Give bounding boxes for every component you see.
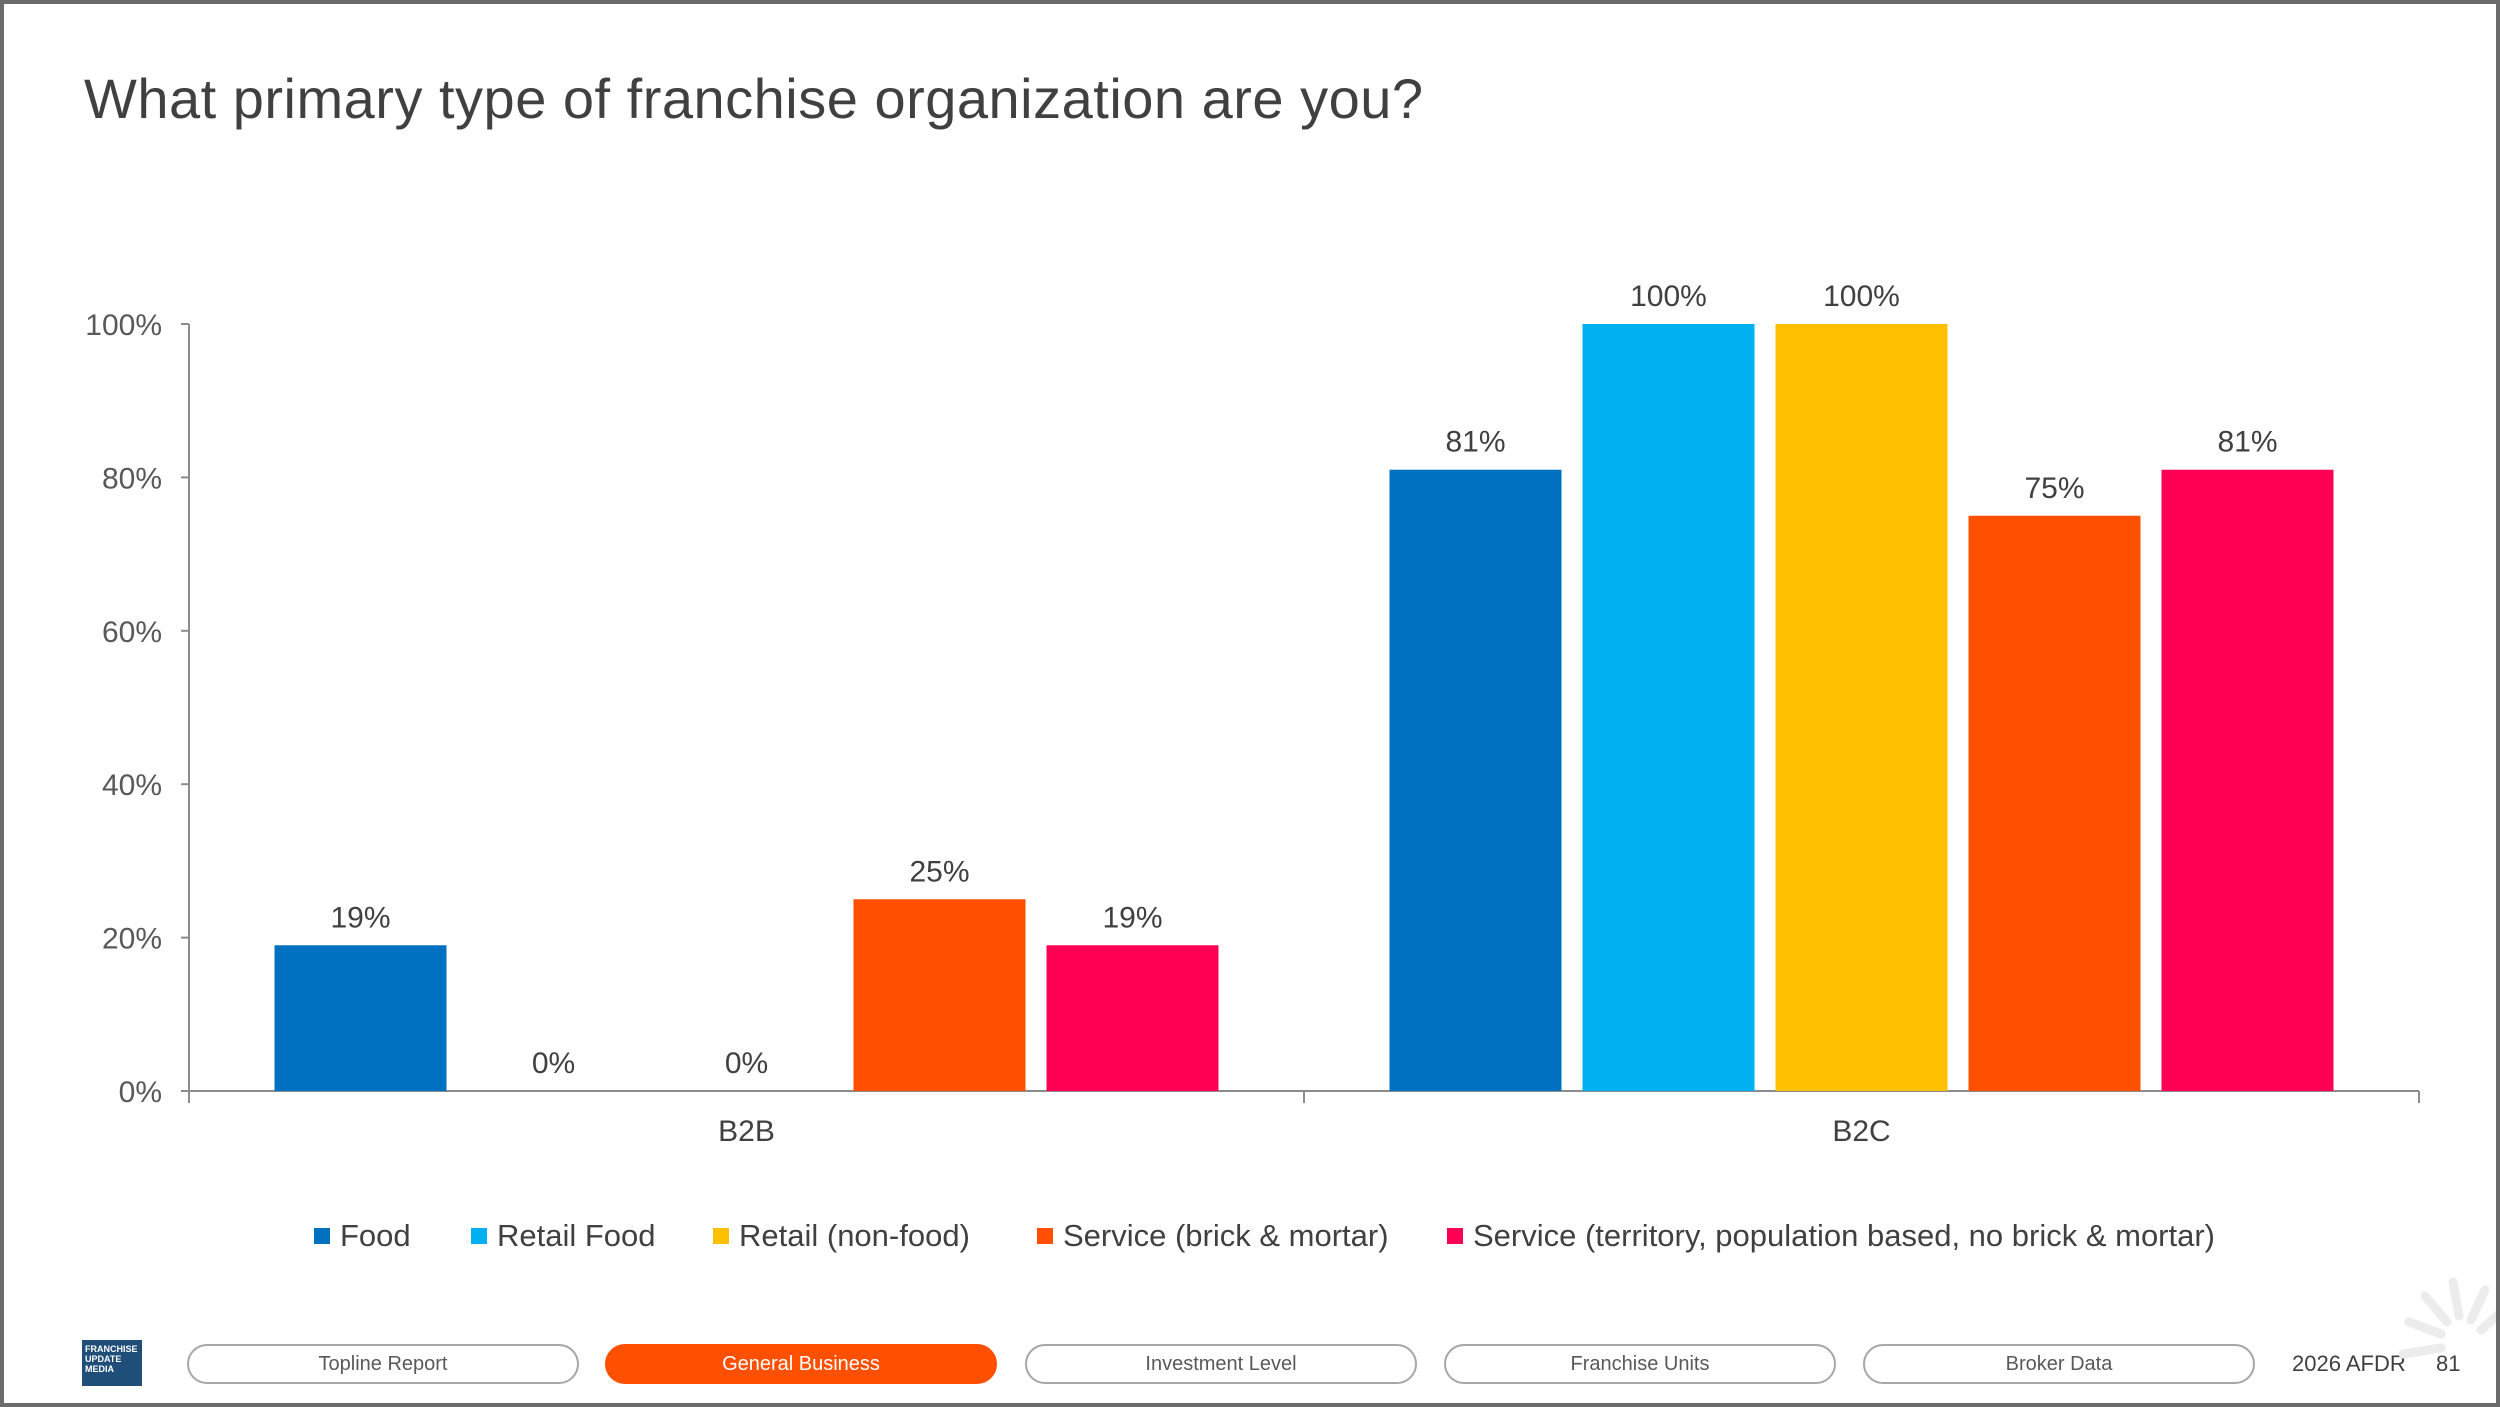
data-label: 100% bbox=[1630, 280, 1707, 313]
data-label: 81% bbox=[1445, 426, 1505, 459]
legend-swatch-retail-food bbox=[471, 1228, 487, 1244]
data-label: 19% bbox=[330, 901, 390, 934]
data-label: 0% bbox=[725, 1047, 768, 1080]
bar bbox=[1582, 324, 1755, 1091]
legend-label-retail-non-food: Retail (non-food) bbox=[739, 1218, 970, 1253]
legend-label-service-territory: Service (territory, population based, no… bbox=[1473, 1218, 2216, 1253]
bar bbox=[1775, 324, 1948, 1091]
y-tick-label: 40% bbox=[102, 769, 162, 802]
legend-label-food: Food bbox=[340, 1218, 411, 1253]
y-tick-label: 100% bbox=[85, 309, 162, 342]
nav-investment-level[interactable]: Investment Level bbox=[1025, 1344, 1417, 1384]
bar bbox=[853, 899, 1026, 1091]
chart-legend: Food Retail Food Retail (non-food) Servi… bbox=[4, 1214, 2496, 1258]
nav-general-business[interactable]: General Business bbox=[605, 1344, 997, 1384]
legend-label-retail-food: Retail Food bbox=[497, 1218, 656, 1253]
bar bbox=[1389, 469, 1562, 1092]
x-category-label: B2B bbox=[718, 1115, 775, 1148]
nav-topline-report[interactable]: Topline Report bbox=[187, 1344, 579, 1384]
legend-item-service-brick: Service (brick & mortar) bbox=[1037, 1214, 1389, 1258]
logo-word: UPDATE bbox=[85, 1354, 122, 1364]
y-tick-label: 60% bbox=[102, 616, 162, 649]
bar bbox=[2161, 469, 2334, 1092]
logo-word: MEDIA bbox=[85, 1364, 114, 1374]
legend-item-retail-food: Retail Food bbox=[471, 1214, 656, 1258]
nav-broker-data[interactable]: Broker Data bbox=[1863, 1344, 2255, 1384]
data-label: 0% bbox=[532, 1047, 575, 1080]
bar-chart: 0% 20% 40% 60% 80% 100% 19% 0% 0% 25% 19% B2B 81% 100… bbox=[85, 280, 2420, 1148]
y-tick-label: 0% bbox=[119, 1076, 162, 1109]
page-title: What primary type of franchise organizat… bbox=[84, 67, 1424, 130]
bar bbox=[1968, 515, 2141, 1091]
page-number: 81 bbox=[2436, 1351, 2461, 1376]
legend-item-food: Food bbox=[314, 1214, 411, 1258]
data-label: 75% bbox=[2024, 472, 2084, 505]
legend-swatch-service-territory bbox=[1447, 1228, 1463, 1244]
legend-swatch-service-brick bbox=[1037, 1228, 1053, 1244]
data-label: 25% bbox=[909, 855, 969, 888]
logo-word: FRANCHISE bbox=[85, 1344, 138, 1354]
legend-item-retail-non-food: Retail (non-food) bbox=[713, 1214, 970, 1258]
y-tick-label: 20% bbox=[102, 923, 162, 956]
nav-franchise-units[interactable]: Franchise Units bbox=[1444, 1344, 1836, 1384]
x-category-label: B2C bbox=[1832, 1115, 1890, 1148]
data-label: 19% bbox=[1102, 901, 1162, 934]
legend-item-service-territory: Service (territory, population based, no… bbox=[1447, 1214, 2215, 1258]
bar bbox=[274, 945, 447, 1091]
y-tick-label: 80% bbox=[102, 462, 162, 495]
bar bbox=[1046, 945, 1219, 1091]
sunburst-decoration bbox=[2398, 1277, 2496, 1359]
report-name: 2026 AFDR bbox=[2292, 1351, 2406, 1376]
data-label: 81% bbox=[2217, 426, 2277, 459]
data-label: 100% bbox=[1823, 280, 1900, 313]
legend-swatch-retail-non-food bbox=[713, 1228, 729, 1244]
legend-swatch-food bbox=[314, 1228, 330, 1244]
legend-label-service-brick: Service (brick & mortar) bbox=[1063, 1218, 1389, 1253]
franchise-update-media-logo: FRANCHISE UPDATE MEDIA bbox=[82, 1340, 142, 1386]
